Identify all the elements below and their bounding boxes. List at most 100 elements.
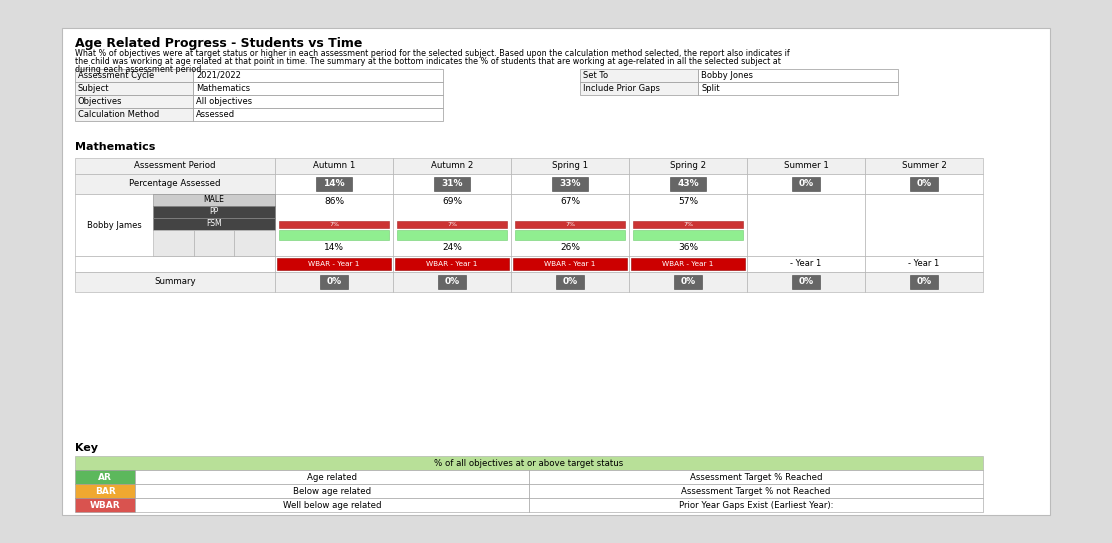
Text: 0%: 0% [327, 277, 341, 287]
Bar [512, 174, 629, 194]
Bar [556, 275, 584, 289]
Text: Summer 1: Summer 1 [784, 161, 828, 171]
Text: Assessment Period: Assessment Period [135, 161, 216, 171]
Bar [75, 158, 275, 174]
Bar [75, 174, 275, 194]
Text: 36%: 36% [678, 243, 698, 252]
Text: Assessment Target % not Reached: Assessment Target % not Reached [682, 487, 831, 496]
Bar [393, 158, 512, 174]
Text: 86%: 86% [324, 198, 344, 206]
Bar [397, 221, 507, 228]
Text: WBAR: WBAR [90, 501, 120, 509]
Bar [512, 158, 629, 174]
Bar [512, 272, 629, 292]
Text: Assessment Target % Reached: Assessment Target % Reached [689, 472, 822, 482]
Bar [792, 275, 820, 289]
Text: 0%: 0% [445, 277, 459, 287]
Bar [193, 95, 443, 108]
Bar [153, 230, 193, 256]
Bar [397, 230, 507, 240]
Bar [62, 28, 1050, 515]
Text: Subject: Subject [78, 84, 109, 93]
Text: All objectives: All objectives [196, 97, 252, 106]
Bar [747, 174, 865, 194]
Bar [275, 272, 393, 292]
Text: WBAR - Year 1: WBAR - Year 1 [544, 261, 596, 267]
Bar [792, 177, 820, 191]
Bar [75, 456, 983, 470]
Text: - Year 1: - Year 1 [791, 260, 822, 268]
Text: Mathematics: Mathematics [196, 84, 250, 93]
Text: Bobby Jones: Bobby Jones [701, 71, 753, 80]
Bar [153, 206, 275, 218]
Bar [275, 194, 393, 256]
Bar [629, 174, 747, 194]
Bar [580, 69, 698, 82]
Text: Bobby James: Bobby James [87, 220, 141, 230]
Bar [552, 177, 588, 191]
Bar [671, 177, 706, 191]
Bar [747, 256, 865, 272]
Bar [277, 258, 391, 270]
Text: - Year 1: - Year 1 [909, 260, 940, 268]
Bar [395, 258, 509, 270]
Text: 26%: 26% [560, 243, 580, 252]
Bar [193, 108, 443, 121]
Text: MALE: MALE [203, 195, 225, 205]
Text: Age related: Age related [307, 472, 357, 482]
Text: Objectives: Objectives [78, 97, 122, 106]
Bar [393, 272, 512, 292]
Text: PP: PP [209, 207, 219, 217]
Bar [320, 275, 348, 289]
Bar [698, 69, 898, 82]
Bar [316, 177, 353, 191]
Bar [193, 230, 235, 256]
Text: 31%: 31% [441, 180, 463, 188]
Text: 7%: 7% [329, 222, 339, 227]
Bar [698, 82, 898, 95]
Bar [515, 230, 625, 240]
Text: Split: Split [701, 84, 719, 93]
Bar [235, 230, 275, 256]
Bar [438, 275, 466, 289]
Bar [529, 498, 983, 512]
Text: Summary: Summary [155, 277, 196, 287]
Text: 2021/2022: 2021/2022 [196, 71, 241, 80]
Bar [153, 194, 275, 206]
Bar [865, 194, 983, 256]
Bar [629, 158, 747, 174]
Text: 0%: 0% [681, 277, 696, 287]
Text: Percentage Assessed: Percentage Assessed [129, 180, 221, 188]
Bar [910, 177, 939, 191]
Bar [75, 470, 135, 484]
Text: Age Related Progress - Students vs Time: Age Related Progress - Students vs Time [75, 36, 363, 49]
Text: AR: AR [98, 472, 112, 482]
Text: Summer 2: Summer 2 [902, 161, 946, 171]
Bar [75, 158, 983, 292]
Bar [393, 194, 512, 256]
Bar [513, 258, 627, 270]
Bar [135, 484, 529, 498]
Text: FSM: FSM [206, 219, 221, 229]
Bar [393, 174, 512, 194]
Text: 24%: 24% [443, 243, 461, 252]
Bar [75, 194, 275, 256]
Text: Spring 2: Spring 2 [669, 161, 706, 171]
Bar [865, 272, 983, 292]
Text: 7%: 7% [447, 222, 457, 227]
Text: 0%: 0% [916, 277, 932, 287]
Text: during each assessment period.: during each assessment period. [75, 66, 203, 74]
Text: Assessment Cycle: Assessment Cycle [78, 71, 155, 80]
Bar [633, 230, 743, 240]
Bar [279, 230, 389, 240]
Bar [75, 256, 275, 272]
Text: 14%: 14% [324, 243, 344, 252]
Text: Well below age related: Well below age related [282, 501, 381, 509]
Bar [515, 221, 625, 228]
Bar [865, 256, 983, 272]
Bar [529, 484, 983, 498]
Text: 14%: 14% [324, 180, 345, 188]
Text: Assessed: Assessed [196, 110, 235, 119]
Text: Autumn 1: Autumn 1 [312, 161, 355, 171]
Bar [865, 158, 983, 174]
